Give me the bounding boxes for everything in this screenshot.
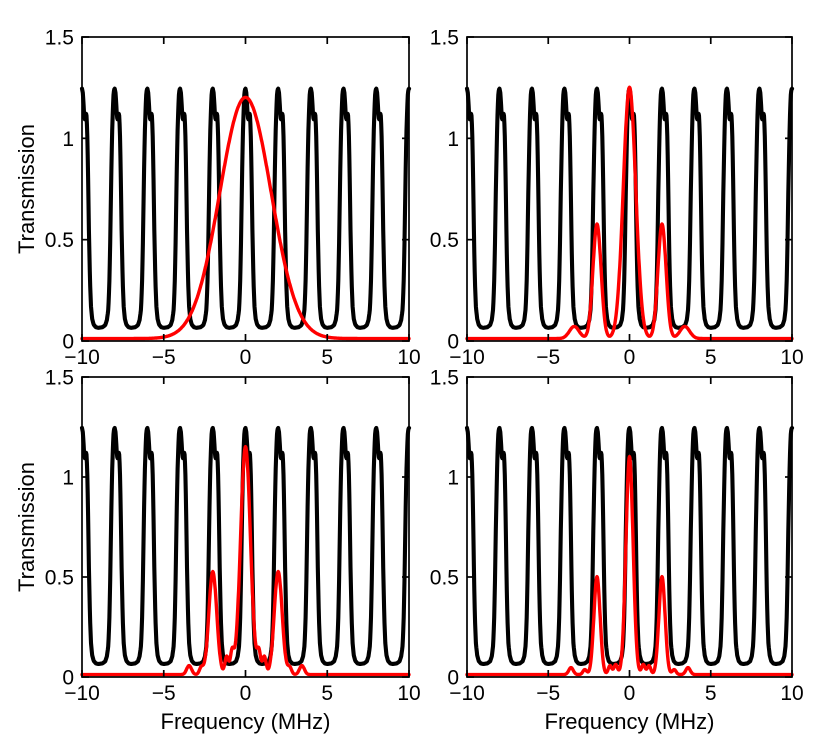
x-tick-label: 5 xyxy=(321,346,333,369)
x-tick-label: −5 xyxy=(152,682,176,705)
x-tick-label: −10 xyxy=(64,346,100,369)
panel-top-right: −10 −5 0 5 10 0 0.5 1 1.5 xyxy=(430,27,804,370)
x-tick-label: 10 xyxy=(397,682,420,705)
y-tick-label: 1 xyxy=(447,128,459,151)
probe-spectrum-curve xyxy=(80,95,411,341)
y-tick-label: 1.5 xyxy=(45,367,74,390)
y-tick-label: 1 xyxy=(62,467,74,490)
cavity-comb-curve xyxy=(464,86,795,330)
x-tick-label: −5 xyxy=(152,346,176,369)
x-tick-label: 5 xyxy=(321,682,333,705)
x-tick-label: 5 xyxy=(705,682,717,705)
y-tick-label: 1 xyxy=(62,128,74,151)
y-axis-label: Transmission xyxy=(14,124,39,254)
cavity-comb-curve xyxy=(79,86,412,330)
cavity-comb-curve xyxy=(464,425,795,667)
x-tick-label: 0 xyxy=(240,682,252,705)
x-tick-label: 10 xyxy=(397,346,420,369)
x-tick-label: 0 xyxy=(240,346,252,369)
x-axis-label: Frequency (MHz) xyxy=(161,709,331,734)
cavity-comb-curve xyxy=(79,425,412,667)
panel-top-left: −10 −5 0 5 10 0 0.5 1 1.5 Transmission xyxy=(14,27,421,370)
y-tick-label: 0 xyxy=(447,667,459,690)
x-tick-label: 0 xyxy=(624,346,636,369)
probe-spectrum-curve xyxy=(80,444,411,677)
y-axis-label: Transmission xyxy=(14,462,39,592)
x-tick-label: −5 xyxy=(536,682,560,705)
x-tick-label: −10 xyxy=(449,682,485,705)
axes-box xyxy=(81,36,410,342)
y-tick-label: 0.5 xyxy=(45,229,74,252)
panel-bottom-left: −10 −5 0 5 10 0 0.5 1 1.5 Transmission Frequency (… xyxy=(14,367,421,735)
x-tick-label: −5 xyxy=(536,346,560,369)
axes-box xyxy=(466,36,793,342)
y-tick-label: 0 xyxy=(447,331,459,354)
x-tick-label: −10 xyxy=(449,346,485,369)
probe-spectrum-curve xyxy=(465,454,794,677)
probe-spectrum-curve xyxy=(465,85,794,341)
x-tick-label: 10 xyxy=(780,682,803,705)
y-tick-label: 0.5 xyxy=(45,567,74,590)
y-tick-label: 0 xyxy=(62,331,74,354)
x-tick-label: −10 xyxy=(64,682,100,705)
x-axis-label: Frequency (MHz) xyxy=(545,709,715,734)
y-tick-label: 1.5 xyxy=(45,27,74,50)
x-tick-label: 5 xyxy=(705,346,717,369)
x-tick-label: 10 xyxy=(780,346,803,369)
y-tick-label: 0.5 xyxy=(430,229,459,252)
x-tick-label: 0 xyxy=(624,682,636,705)
panel-bottom-right: −10 −5 0 5 10 0 0.5 1 1.5 Frequency (MHz) xyxy=(430,367,804,735)
y-tick-label: 0 xyxy=(62,667,74,690)
y-tick-label: 1 xyxy=(447,467,459,490)
y-tick-label: 1.5 xyxy=(430,27,459,50)
y-tick-label: 1.5 xyxy=(430,367,459,390)
axes-box xyxy=(81,376,410,678)
axes-box xyxy=(466,376,793,678)
y-tick-label: 0.5 xyxy=(430,567,459,590)
